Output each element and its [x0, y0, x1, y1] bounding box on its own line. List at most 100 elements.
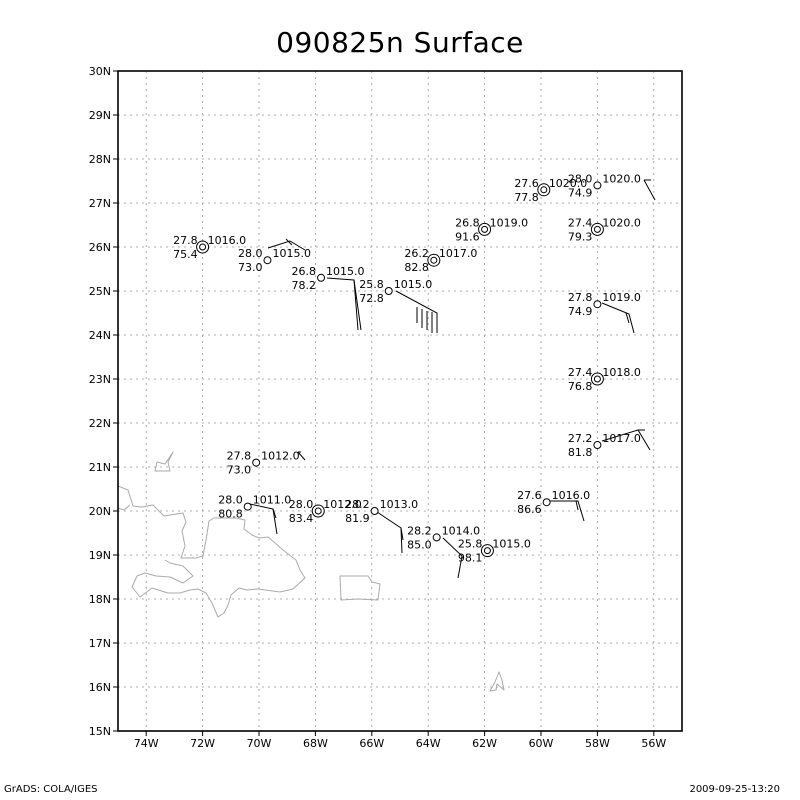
station-temperature: 26.2 [404, 247, 429, 260]
station-pressure: 1017.0 [439, 247, 478, 260]
station-pressure: 1020.0 [602, 216, 641, 229]
lat-tick-label: 25N [89, 285, 111, 298]
wind-barb [272, 508, 277, 519]
station-temperature: 27.6 [514, 177, 539, 190]
station-dewpoint: 81.9 [345, 512, 370, 525]
station-temperature: 28.0 [289, 498, 314, 511]
station-pressure: 1011.0 [253, 494, 292, 507]
station-calm-ring [540, 186, 548, 194]
station-dewpoint: 83.4 [289, 512, 314, 525]
station-temperature: 28.2 [407, 524, 432, 537]
station-temperature: 26.8 [292, 265, 317, 278]
station-dewpoint: 91.6 [455, 230, 480, 243]
station-temperature: 27.8 [227, 450, 252, 463]
lon-tick-label: 58W [585, 737, 610, 750]
station-pressure: 1015.0 [492, 538, 531, 551]
station-circle [542, 498, 551, 507]
station-model: 28.073.0 1015.0 [238, 247, 311, 274]
station-calm-ring [593, 375, 601, 383]
station-circle [317, 273, 326, 282]
turks-caicos-coast [154, 451, 174, 472]
station-dewpoint: 74.9 [568, 305, 593, 318]
wind-barb [601, 302, 635, 334]
map-frame [117, 70, 683, 732]
station-pressure: 1015.0 [272, 247, 311, 260]
station-dewpoint: 75.4 [173, 248, 198, 261]
station-temperature: 27.8 [173, 234, 198, 247]
station-dewpoint: 74.9 [568, 186, 593, 199]
station-circle [243, 502, 252, 511]
station-dewpoint: 85.0 [407, 538, 432, 551]
station-temperature: 25.8 [458, 538, 483, 551]
station-model: 27.479.3 1020.0 [568, 216, 641, 243]
wind-barb [249, 503, 278, 535]
station-dewpoint: 86.6 [517, 503, 542, 516]
lat-tick-label: 15N [89, 725, 111, 738]
station-circle [590, 222, 604, 236]
lat-tick-label: 27N [89, 197, 111, 210]
wind-barb [267, 240, 306, 251]
station-pressure: 1013.0 [380, 498, 419, 511]
station-dewpoint: 73.0 [227, 464, 252, 477]
station-dewpoint: 76.8 [568, 380, 593, 393]
lat-tick-label: 30N [89, 65, 111, 78]
lat-tick-label: 26N [89, 241, 111, 254]
lat-tick-label: 23N [89, 373, 111, 386]
grid-lines [118, 71, 682, 731]
station-calm-ring [593, 225, 601, 233]
station-temperature: 27.8 [568, 291, 593, 304]
station-model: 27.875.4 1016.0 [173, 234, 246, 261]
station-pressure: 1019.0 [602, 291, 641, 304]
wind-barb [395, 290, 438, 333]
station-dewpoint: 98.1 [458, 552, 483, 565]
station-temperature: 27.6 [517, 489, 542, 502]
station-calm-ring [314, 507, 322, 515]
lon-tick-label: 68W [303, 737, 328, 750]
station-model: 28.074.9 1020.0 [568, 172, 641, 199]
station-temperature: 25.8 [359, 278, 384, 291]
station-pressure: 1015.0 [394, 278, 433, 291]
station-pressure: 1016.0 [552, 489, 591, 502]
leeward-islands-coast [489, 671, 505, 692]
station-pressure: 1018.0 [602, 366, 641, 379]
station-circle [311, 504, 325, 518]
station-temperature: 27.4 [568, 216, 593, 229]
axis-ticks: 74W 72W 70W 68W 66W 64W 62W 60W 58W 56W 15N 16N 17N 1… [89, 65, 667, 750]
station-circle [593, 441, 602, 449]
station-circle [427, 253, 441, 267]
station-temperature: 28.0 [218, 494, 243, 507]
map-title: 090825n Surface [276, 26, 524, 59]
station-temperature: 27.2 [568, 432, 593, 445]
station-model: 25.872.8 1015.0 [359, 278, 432, 305]
station-pressure: 1020.0 [602, 172, 641, 185]
station-circle [537, 183, 551, 197]
lon-tick-label: 66W [359, 737, 384, 750]
station-pressure: 1012.0 [261, 450, 300, 463]
wind-barb [285, 238, 293, 246]
footer-right: 2009-09-25-13:20 [689, 784, 780, 795]
station-model: 25.898.1 1015.0 [458, 538, 531, 565]
station-model: 28.285.0 1014.0 [407, 524, 480, 551]
station-circle [384, 287, 393, 295]
station-circle [590, 372, 604, 386]
station-dewpoint: 78.2 [292, 279, 317, 292]
wind-barb [575, 500, 579, 511]
station-pressure: 1014.0 [442, 524, 481, 537]
wind-barb [625, 312, 630, 324]
station-dewpoint: 81.8 [568, 446, 593, 459]
station-circle [432, 533, 441, 542]
puerto-rico-coast [339, 575, 381, 601]
station-pressure: 1012.0 [323, 498, 362, 511]
lon-tick-label: 56W [641, 737, 666, 750]
wind-barb [297, 451, 306, 461]
lon-tick-label: 70W [247, 737, 272, 750]
station-model: 26.878.2 1015.0 [292, 265, 365, 292]
hispaniola-coast [117, 485, 306, 618]
lat-tick-label: 22N [89, 417, 111, 430]
station-calm-ring [483, 547, 491, 555]
lon-tick-label: 62W [472, 737, 497, 750]
station-model: 28.281.9 1013.0 [345, 498, 418, 525]
station-model: 28.080.8 1011.0 [218, 494, 291, 521]
station-circle [593, 300, 602, 309]
station-circle [480, 544, 494, 558]
